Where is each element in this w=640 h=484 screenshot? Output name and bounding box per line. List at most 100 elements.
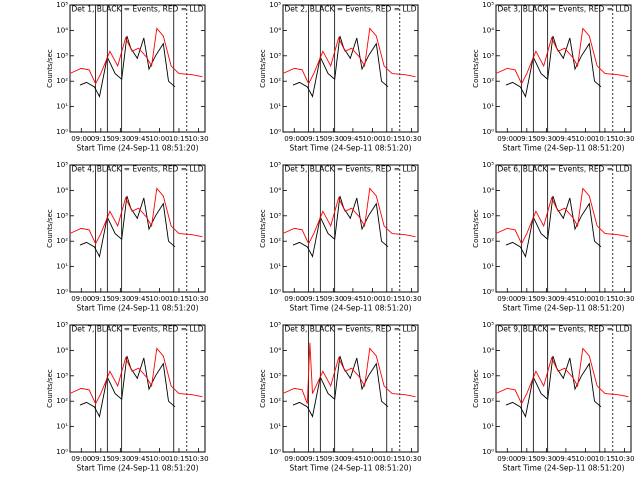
x-tick-label: 09:00 — [497, 295, 517, 303]
x-tick-label: 10:00 — [362, 455, 382, 463]
x-tick-label: 09:45 — [343, 455, 363, 463]
series-line-lld — [282, 27, 416, 85]
y-tick-label: 10⁵ — [482, 321, 494, 329]
y-tick-label: 10⁴ — [269, 26, 281, 34]
y-tick-label: 10³ — [56, 212, 68, 220]
y-tick-label: 10² — [482, 237, 494, 245]
x-tick-label: 09:15 — [517, 295, 537, 303]
x-tick-label: 09:30 — [536, 455, 556, 463]
x-tick-label: 09:45 — [556, 135, 576, 143]
x-tick-label: 09:00 — [71, 295, 91, 303]
y-tick-label: 10² — [56, 77, 68, 85]
panel-det-3: Det 3, BLACK = Events, RED = LLD 10⁰ 10¹ 10… — [472, 1, 635, 153]
x-axis-label: Start Time (24-Sep-11 08:51:20) — [77, 304, 199, 313]
y-tick-label: 10⁰ — [482, 288, 494, 296]
x-tick-label: 09:15 — [304, 455, 324, 463]
x-tick-label: 10:00 — [149, 135, 169, 143]
series-line-lld — [69, 347, 203, 405]
y-tick-label: 10² — [56, 237, 68, 245]
plot-frame — [495, 324, 632, 453]
x-tick-label: 10:30 — [188, 455, 208, 463]
x-tick-label: 09:15 — [91, 455, 111, 463]
y-tick-label: 10² — [269, 237, 281, 245]
x-tick-label: 09:45 — [556, 455, 576, 463]
x-axis-label: Start Time (24-Sep-11 08:51:20) — [77, 464, 199, 473]
x-axis-label: Start Time (24-Sep-11 08:51:20) — [503, 144, 625, 153]
panel-title: Det 1, BLACK = Events, RED = LLD — [71, 5, 203, 14]
x-tick-label: 09:15 — [91, 135, 111, 143]
y-tick-label: 10⁵ — [56, 161, 68, 169]
x-tick-label: 10:15 — [169, 135, 189, 143]
plot-frame — [69, 4, 206, 133]
y-tick-label: 10⁴ — [269, 186, 281, 194]
x-tick-label: 09:45 — [130, 135, 150, 143]
x-tick-label: 10:15 — [595, 135, 615, 143]
y-tick-label: 10⁴ — [56, 26, 68, 34]
x-tick-label: 09:00 — [71, 455, 91, 463]
y-tick-label: 10¹ — [269, 263, 281, 271]
y-tick-label: 10¹ — [482, 423, 494, 431]
panel-det-6: Det 6, BLACK = Events, RED = LLD 10⁰ 10¹ 10… — [472, 161, 635, 313]
x-tick-label: 09:30 — [323, 455, 343, 463]
series-line-lld — [282, 342, 416, 404]
x-tick-label: 09:15 — [517, 455, 537, 463]
series-line-events — [292, 35, 389, 98]
y-tick-label: 10⁰ — [269, 128, 281, 136]
x-tick-label: 10:00 — [575, 135, 595, 143]
x-tick-label: 10:00 — [362, 135, 382, 143]
x-tick-label: 09:00 — [284, 455, 304, 463]
y-tick-label: 10⁰ — [269, 288, 281, 296]
series-line-lld — [495, 347, 629, 405]
x-tick-label: 09:15 — [304, 295, 324, 303]
series-line-events — [79, 35, 176, 98]
y-tick-label: 10³ — [269, 52, 281, 60]
x-tick-label: 09:30 — [323, 135, 343, 143]
y-tick-label: 10⁰ — [56, 288, 68, 296]
y-tick-label: 10⁵ — [482, 1, 494, 9]
series-line-lld — [69, 187, 203, 245]
plot-frame — [495, 4, 632, 133]
y-tick-label: 10⁰ — [56, 128, 68, 136]
x-tick-label: 09:30 — [323, 295, 343, 303]
x-tick-label: 10:15 — [382, 295, 402, 303]
series-line-events — [292, 195, 389, 258]
y-tick-label: 10³ — [56, 372, 68, 380]
panel-det-2: Det 2, BLACK = Events, RED = LLD 10⁰ 10¹ 10… — [259, 1, 422, 153]
y-tick-label: 10² — [269, 77, 281, 85]
y-tick-label: 10³ — [269, 372, 281, 380]
x-tick-label: 10:00 — [575, 295, 595, 303]
y-tick-label: 10¹ — [269, 103, 281, 111]
x-tick-label: 09:45 — [343, 295, 363, 303]
x-tick-label: 10:30 — [614, 295, 634, 303]
plot-frame — [282, 324, 419, 453]
y-tick-label: 10³ — [269, 212, 281, 220]
series-line-lld — [282, 187, 416, 245]
y-axis-label: Counts/sec — [259, 369, 267, 408]
series-line-events — [292, 355, 389, 418]
y-tick-label: 10² — [269, 397, 281, 405]
x-tick-label: 09:45 — [556, 295, 576, 303]
series-line-events — [505, 355, 602, 418]
x-tick-label: 10:15 — [595, 295, 615, 303]
x-tick-label: 09:15 — [304, 135, 324, 143]
x-tick-label: 10:00 — [362, 295, 382, 303]
y-axis-label: Counts/sec — [46, 209, 54, 248]
plot-frame — [282, 4, 419, 133]
panel-det-8: Det 8, BLACK = Events, RED = LLD 10⁰ 10¹ 10… — [259, 321, 422, 473]
series-line-events — [79, 195, 176, 258]
y-tick-label: 10⁵ — [56, 321, 68, 329]
y-axis-label: Counts/sec — [259, 49, 267, 88]
panel-title: Det 5, BLACK = Events, RED = LLD — [284, 165, 416, 174]
panel-det-5: Det 5, BLACK = Events, RED = LLD 10⁰ 10¹ 10… — [259, 161, 422, 313]
plot-frame — [69, 164, 206, 293]
panel-det-7: Det 7, BLACK = Events, RED = LLD 10⁰ 10¹ 10… — [46, 321, 209, 473]
panel-title: Det 2, BLACK = Events, RED = LLD — [284, 5, 416, 14]
y-tick-label: 10⁴ — [482, 186, 494, 194]
series-line-events — [505, 35, 602, 98]
series-line-lld — [495, 27, 629, 85]
y-tick-label: 10⁵ — [269, 161, 281, 169]
x-tick-label: 10:30 — [188, 295, 208, 303]
x-tick-label: 09:45 — [343, 135, 363, 143]
